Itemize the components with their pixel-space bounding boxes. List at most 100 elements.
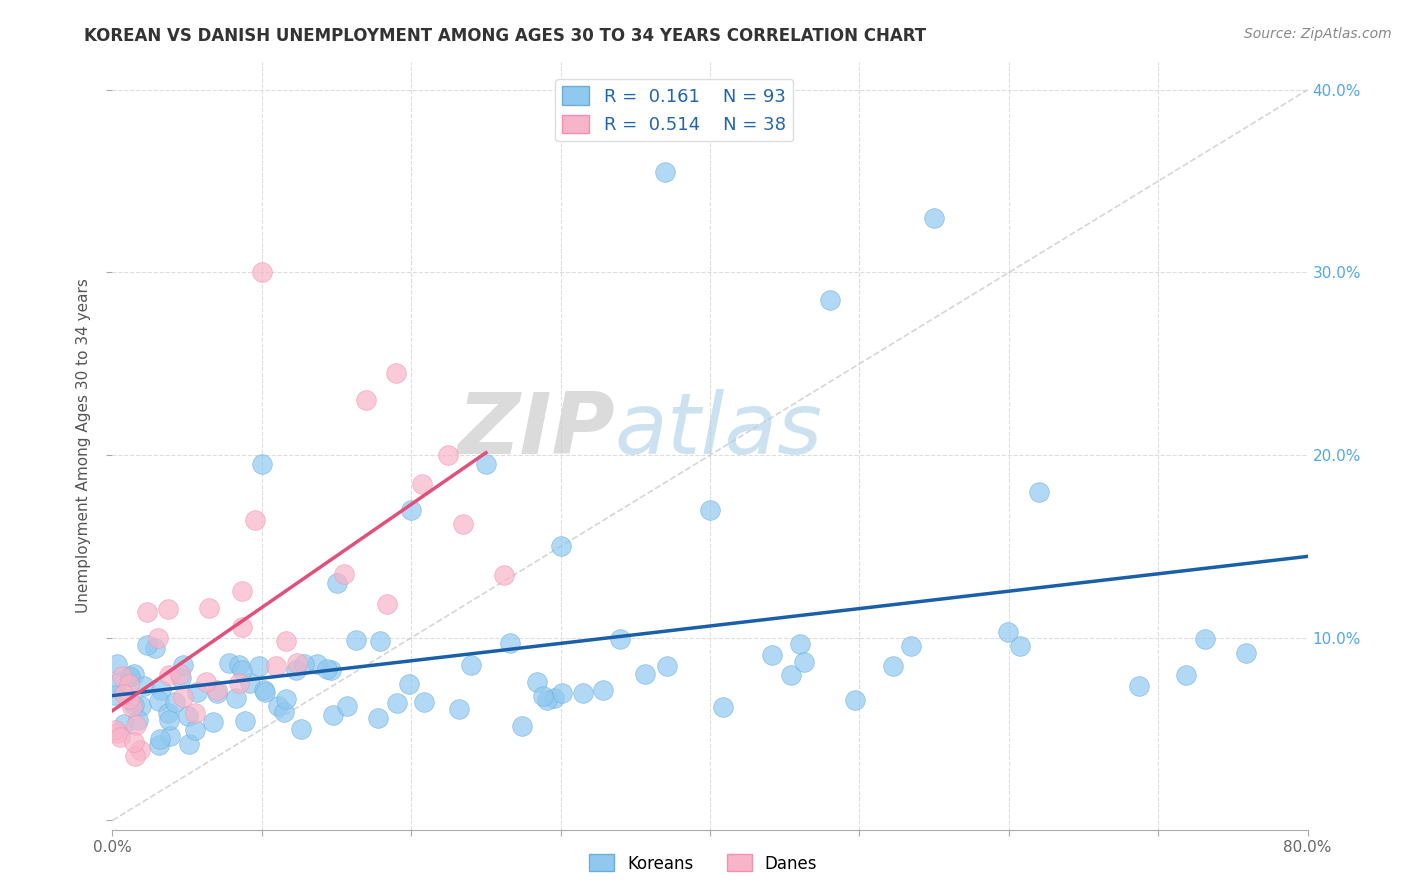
Point bbox=[225, 690, 247, 705]
Point bbox=[184, 723, 207, 737]
Point bbox=[105, 657, 128, 672]
Point bbox=[157, 706, 180, 720]
Point bbox=[165, 695, 187, 709]
Point bbox=[1194, 632, 1216, 647]
Point bbox=[325, 576, 347, 591]
Point bbox=[344, 633, 367, 648]
Point bbox=[117, 692, 139, 706]
Point bbox=[550, 540, 572, 554]
Point bbox=[997, 624, 1019, 639]
Point bbox=[284, 663, 307, 677]
Point bbox=[124, 748, 146, 763]
Point bbox=[793, 655, 815, 669]
Point bbox=[148, 693, 170, 707]
Point bbox=[108, 730, 131, 744]
Point bbox=[127, 714, 149, 728]
Point bbox=[146, 632, 169, 646]
Point bbox=[159, 729, 181, 743]
Point bbox=[531, 689, 554, 703]
Point bbox=[120, 670, 142, 684]
Point bbox=[112, 717, 135, 731]
Point bbox=[609, 632, 631, 646]
Point bbox=[1234, 647, 1257, 661]
Point bbox=[253, 685, 276, 699]
Point bbox=[264, 658, 287, 673]
Text: Source: ZipAtlas.com: Source: ZipAtlas.com bbox=[1244, 27, 1392, 41]
Point bbox=[460, 657, 482, 672]
Point bbox=[1128, 679, 1150, 693]
Point bbox=[375, 597, 398, 611]
Legend: R =  0.161    N = 93, R =  0.514    N = 38: R = 0.161 N = 93, R = 0.514 N = 38 bbox=[555, 79, 793, 141]
Point bbox=[290, 722, 312, 736]
Point bbox=[818, 293, 841, 307]
Point bbox=[104, 723, 127, 738]
Point bbox=[711, 700, 734, 714]
Point bbox=[436, 449, 458, 463]
Point bbox=[243, 513, 266, 527]
Point bbox=[157, 668, 180, 682]
Point bbox=[322, 708, 344, 723]
Point bbox=[387, 696, 409, 710]
Point bbox=[114, 687, 136, 701]
Point bbox=[129, 699, 152, 714]
Point bbox=[111, 669, 134, 683]
Point bbox=[657, 659, 679, 673]
Legend: Koreans, Danes: Koreans, Danes bbox=[582, 847, 824, 880]
Point bbox=[122, 735, 145, 749]
Point bbox=[1175, 668, 1198, 682]
Point bbox=[150, 683, 173, 698]
Point bbox=[136, 605, 159, 619]
Point bbox=[401, 503, 423, 517]
Point bbox=[122, 666, 145, 681]
Point bbox=[451, 517, 474, 532]
Text: ZIP: ZIP bbox=[457, 389, 614, 472]
Point bbox=[250, 457, 273, 471]
Point bbox=[398, 676, 420, 690]
Point bbox=[233, 714, 256, 728]
Point bbox=[285, 657, 308, 671]
Point bbox=[228, 658, 250, 673]
Point bbox=[882, 658, 904, 673]
Point bbox=[105, 726, 128, 740]
Point bbox=[336, 699, 359, 714]
Point bbox=[543, 691, 565, 706]
Point bbox=[592, 683, 614, 698]
Point bbox=[900, 640, 922, 654]
Point bbox=[267, 698, 290, 713]
Point bbox=[247, 659, 270, 673]
Point bbox=[761, 648, 783, 663]
Point bbox=[316, 662, 339, 676]
Point bbox=[510, 719, 533, 733]
Point bbox=[172, 657, 194, 672]
Point bbox=[120, 669, 142, 683]
Point bbox=[305, 657, 328, 671]
Point bbox=[253, 682, 276, 697]
Point bbox=[134, 679, 156, 693]
Point bbox=[475, 457, 498, 471]
Point bbox=[1010, 640, 1032, 654]
Point bbox=[124, 698, 146, 713]
Point bbox=[411, 477, 433, 491]
Point bbox=[201, 715, 224, 730]
Point bbox=[228, 675, 250, 690]
Point bbox=[179, 737, 201, 751]
Point bbox=[125, 718, 148, 732]
Point bbox=[292, 657, 315, 671]
Point bbox=[333, 567, 356, 582]
Point bbox=[177, 708, 200, 723]
Point bbox=[654, 165, 676, 179]
Point bbox=[231, 663, 253, 677]
Point bbox=[551, 686, 574, 700]
Point bbox=[536, 692, 558, 706]
Point bbox=[135, 639, 157, 653]
Point bbox=[148, 738, 170, 752]
Point bbox=[370, 634, 392, 648]
Point bbox=[499, 636, 522, 650]
Point bbox=[121, 699, 143, 714]
Point bbox=[633, 667, 655, 681]
Point bbox=[276, 633, 298, 648]
Point bbox=[1028, 484, 1050, 499]
Point bbox=[273, 706, 295, 720]
Point bbox=[572, 686, 595, 700]
Point bbox=[156, 602, 179, 616]
